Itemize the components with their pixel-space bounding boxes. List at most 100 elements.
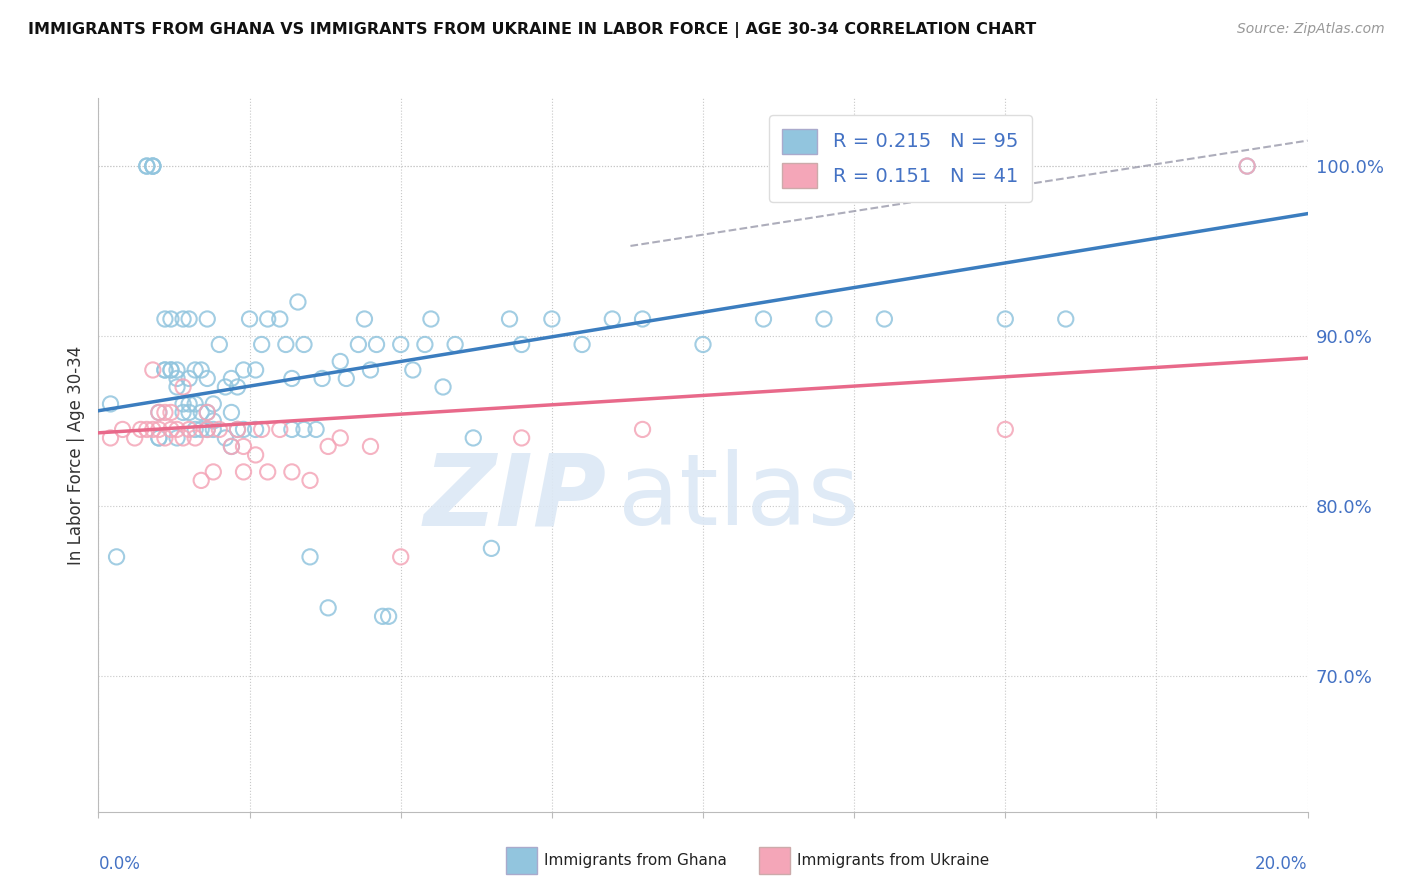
Point — [166, 380, 188, 394]
Point — [360, 439, 382, 453]
Point — [202, 414, 225, 428]
Point — [153, 431, 176, 445]
Point — [148, 405, 170, 419]
Point — [420, 312, 443, 326]
Point — [602, 312, 624, 326]
Point — [221, 405, 243, 419]
Point — [166, 422, 188, 436]
Point — [281, 465, 304, 479]
Point — [214, 431, 236, 445]
Point — [160, 422, 183, 436]
Point — [160, 363, 183, 377]
Point — [195, 371, 218, 385]
Point — [311, 371, 333, 385]
Point — [202, 465, 225, 479]
Point — [195, 422, 218, 436]
Point — [752, 312, 775, 326]
Point — [269, 312, 291, 326]
Point — [184, 431, 207, 445]
Point — [389, 549, 412, 564]
Point — [160, 363, 183, 377]
Point — [166, 363, 188, 377]
Text: ZIP: ZIP — [423, 450, 606, 546]
Point — [184, 422, 207, 436]
Point — [153, 405, 176, 419]
Point — [172, 397, 194, 411]
Point — [329, 431, 352, 445]
Point — [269, 422, 291, 436]
Point — [179, 312, 201, 326]
Point — [195, 405, 218, 419]
Point — [221, 439, 243, 453]
Point — [274, 337, 297, 351]
Point — [202, 422, 225, 436]
Point — [413, 337, 436, 351]
Point — [281, 422, 304, 436]
Point — [463, 431, 485, 445]
Point — [1236, 159, 1258, 173]
Legend: R = 0.215   N = 95, R = 0.151   N = 41: R = 0.215 N = 95, R = 0.151 N = 41 — [769, 115, 1032, 202]
Point — [226, 422, 249, 436]
Point — [232, 439, 254, 453]
Text: Immigrants from Ghana: Immigrants from Ghana — [544, 854, 727, 868]
Point — [135, 159, 157, 173]
Point — [432, 380, 454, 394]
Text: Immigrants from Ukraine: Immigrants from Ukraine — [797, 854, 990, 868]
Point — [100, 431, 122, 445]
Point — [226, 422, 249, 436]
Point — [540, 312, 562, 326]
Point — [481, 541, 503, 556]
Point — [498, 312, 520, 326]
Text: 20.0%: 20.0% — [1256, 855, 1308, 872]
Point — [153, 363, 176, 377]
Text: 0.0%: 0.0% — [98, 855, 141, 872]
Point — [281, 371, 304, 385]
Point — [166, 431, 188, 445]
Point — [179, 397, 201, 411]
Point — [250, 422, 273, 436]
Point — [148, 431, 170, 445]
Point — [148, 405, 170, 419]
Point — [316, 600, 339, 615]
Point — [142, 159, 165, 173]
Point — [208, 337, 231, 351]
Point — [148, 431, 170, 445]
Point — [994, 422, 1017, 436]
Point — [100, 397, 122, 411]
Point — [444, 337, 467, 351]
Point — [329, 354, 352, 368]
Point — [172, 380, 194, 394]
Point — [994, 312, 1017, 326]
Point — [142, 422, 165, 436]
Point — [631, 312, 654, 326]
Text: Source: ZipAtlas.com: Source: ZipAtlas.com — [1237, 22, 1385, 37]
Point — [245, 363, 267, 377]
Point — [148, 422, 170, 436]
Point — [287, 295, 309, 310]
Point — [245, 422, 267, 436]
Point — [232, 465, 254, 479]
Point — [232, 363, 254, 377]
Point — [402, 363, 425, 377]
Point — [142, 363, 165, 377]
Point — [256, 312, 278, 326]
Point — [232, 422, 254, 436]
Point — [195, 312, 218, 326]
Point — [105, 549, 128, 564]
Point — [221, 371, 243, 385]
Point — [335, 371, 357, 385]
Point — [692, 337, 714, 351]
Point — [631, 422, 654, 436]
Point — [135, 159, 157, 173]
Text: IMMIGRANTS FROM GHANA VS IMMIGRANTS FROM UKRAINE IN LABOR FORCE | AGE 30-34 CORR: IMMIGRANTS FROM GHANA VS IMMIGRANTS FROM… — [28, 22, 1036, 38]
Point — [366, 337, 388, 351]
Point — [184, 397, 207, 411]
Point — [292, 422, 315, 436]
Point — [299, 474, 322, 488]
Point — [571, 337, 593, 351]
Text: atlas: atlas — [619, 450, 860, 546]
Point — [172, 431, 194, 445]
Point — [299, 549, 322, 564]
Point — [221, 439, 243, 453]
Point — [1054, 312, 1077, 326]
